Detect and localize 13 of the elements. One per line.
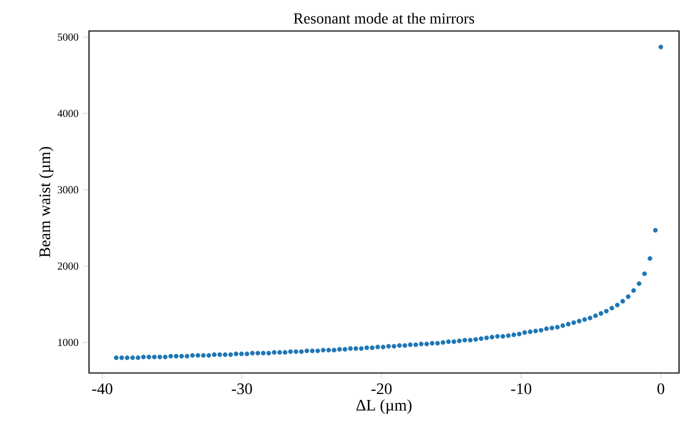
y-tick-label: 4000 <box>57 110 78 118</box>
x-tick-label: -20 <box>371 383 392 394</box>
chart-title: Resonant mode at the mirrors <box>294 12 474 24</box>
y-tick-label: 3000 <box>58 186 78 194</box>
y-axis-title: Beam waist (µm) <box>38 146 54 258</box>
y-tick-label: 5000 <box>58 34 78 41</box>
y-tick-label: 2000 <box>58 262 78 270</box>
x-tick-label: -10 <box>511 383 532 394</box>
y-tick-label: 1000 <box>58 338 78 346</box>
x-tick-label: -40 <box>92 383 112 394</box>
x-tick-label: -30 <box>232 383 252 394</box>
x-tick-label: 0 <box>657 383 664 394</box>
x-axis-title: ΔL (µm) <box>356 399 412 414</box>
